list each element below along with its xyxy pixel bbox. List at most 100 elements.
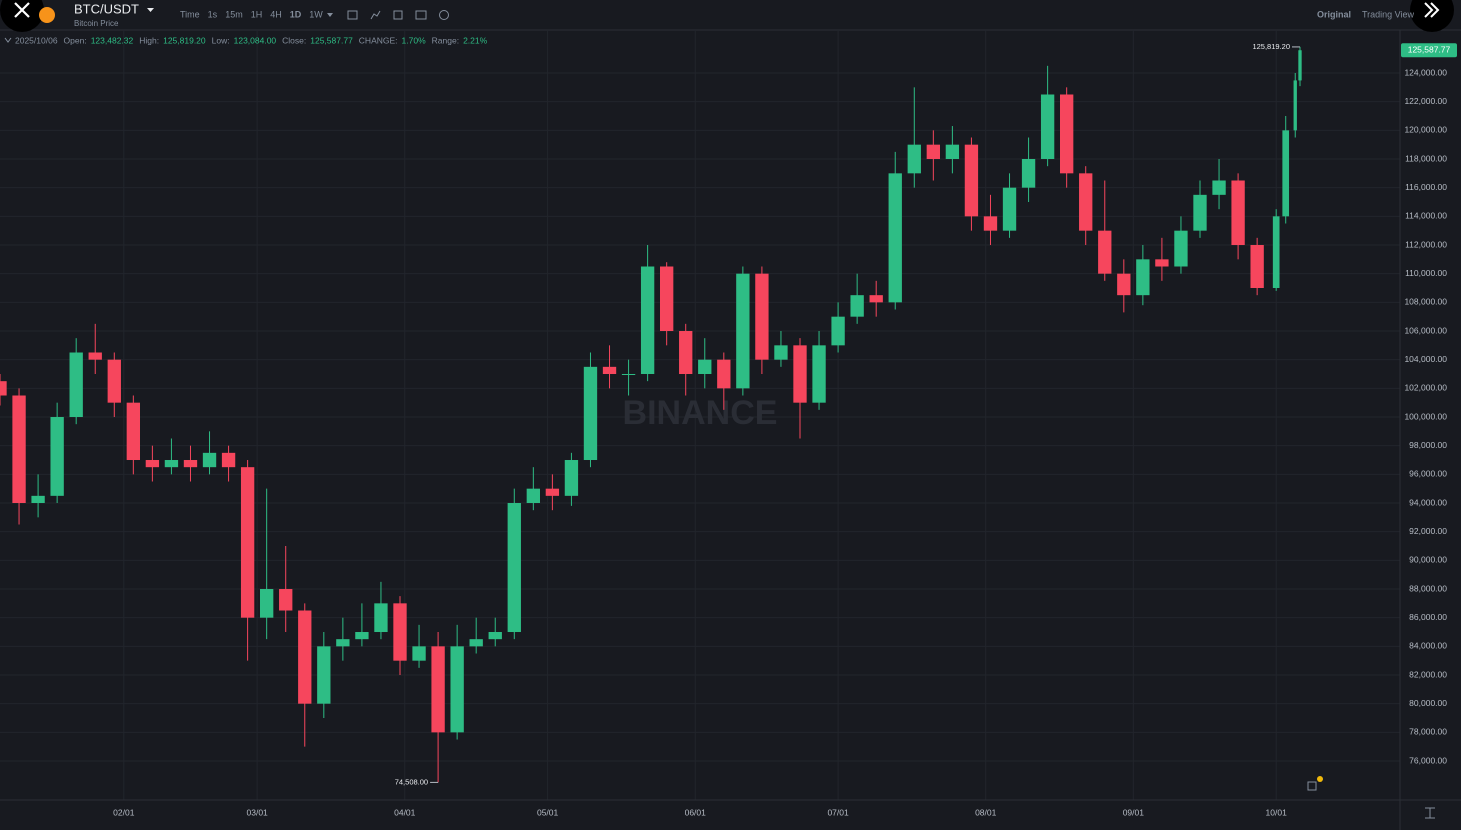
close-icon [14, 2, 30, 18]
candle-body [1079, 173, 1093, 231]
interval-button[interactable]: 15m [225, 9, 243, 19]
candle-body [145, 460, 160, 468]
legend-label: Range: [432, 35, 459, 45]
y-tick-label: 96,000.00 [1409, 469, 1447, 479]
extreme-label: 125,819.20 [1252, 42, 1290, 51]
candle-body [945, 144, 960, 160]
legend-label: CHANGE: [359, 35, 398, 45]
candle-body [1098, 230, 1112, 274]
y-tick-label: 86,000.00 [1409, 612, 1447, 622]
legend-label: Low: [212, 35, 230, 45]
y-tick-label: 122,000.00 [1404, 96, 1447, 106]
candle-body [12, 395, 26, 504]
candle-body [793, 345, 807, 403]
candle-body [907, 144, 921, 174]
x-tick-label: 08/01 [975, 807, 997, 817]
chart-type-icon[interactable] [393, 10, 403, 20]
y-tick-label: 80,000.00 [1409, 698, 1447, 708]
interval-button[interactable]: 1s [208, 9, 218, 19]
candle-body [107, 359, 121, 403]
y-tick-label: 98,000.00 [1409, 440, 1447, 450]
x-tick-label: 03/01 [247, 807, 269, 817]
legend-toggle[interactable] [4, 37, 12, 43]
legend-value: 123,084.00 [234, 35, 277, 45]
y-tick-label: 78,000.00 [1409, 727, 1447, 737]
view-original[interactable]: Original [1317, 9, 1351, 19]
interval-button[interactable]: 4H [270, 9, 282, 19]
y-tick-label: 104,000.00 [1404, 354, 1447, 364]
candle-body [374, 603, 388, 633]
symbol[interactable]: BTC/USDT [74, 1, 139, 16]
extreme-label: 74,508.00 [395, 777, 428, 786]
candle-body [964, 144, 979, 217]
candle-body [774, 345, 788, 360]
event-dot [1317, 776, 1323, 782]
x-tick-label: 05/01 [537, 807, 559, 817]
y-tick-label: 100,000.00 [1404, 411, 1447, 421]
candle-body [1117, 273, 1131, 296]
event-icon[interactable] [1307, 781, 1317, 791]
candle-body [926, 144, 940, 160]
candle-body [412, 646, 426, 661]
candle-body [526, 488, 540, 504]
layout-icon[interactable] [415, 10, 427, 20]
x-tick-label: 06/01 [685, 807, 707, 817]
legend-value: 1.70% [402, 35, 427, 45]
legend-value: 123,482.32 [91, 35, 134, 45]
y-tick-label: 90,000.00 [1409, 555, 1447, 565]
y-tick-label: 94,000.00 [1409, 497, 1447, 507]
expand-icon [1424, 2, 1440, 18]
view-tradingview[interactable]: Trading View [1362, 9, 1415, 19]
candle-body [221, 452, 236, 468]
y-tick-label: 110,000.00 [1405, 268, 1447, 278]
candle-body [355, 632, 369, 640]
candle-body [0, 381, 7, 396]
candle-body [126, 402, 140, 461]
legend-label: High: [139, 35, 159, 45]
y-tick-label: 108,000.00 [1404, 297, 1447, 307]
interval-button[interactable]: Time [180, 9, 200, 19]
axis-reset-icon[interactable] [1425, 807, 1435, 819]
y-tick-label: 124,000.00 [1404, 67, 1447, 77]
interval-button[interactable]: 1H [251, 9, 263, 19]
candle-body [1174, 230, 1188, 267]
candle-body [260, 589, 274, 618]
close-button[interactable] [0, 0, 44, 32]
candle-body [602, 366, 617, 375]
more-intervals[interactable] [327, 13, 333, 17]
last-price-label: 125,587.77 [1408, 44, 1451, 54]
candle-body [1298, 50, 1302, 81]
candle-body [1272, 216, 1280, 289]
indicator-icon[interactable] [370, 10, 381, 20]
candle-body [240, 467, 255, 618]
y-tick-label: 76,000.00 [1409, 755, 1447, 765]
candle-body [507, 503, 521, 633]
candle-body [1002, 187, 1017, 231]
x-tick-label: 09/01 [1123, 807, 1145, 817]
candle-body [469, 639, 483, 647]
candle-body [1021, 159, 1036, 188]
candle-body [1250, 245, 1264, 289]
interval-button[interactable]: 1D [290, 9, 302, 19]
candle-body [50, 417, 64, 496]
interval-button[interactable]: 1W [309, 9, 323, 19]
calendar-icon[interactable] [347, 10, 358, 20]
y-tick-label: 120,000.00 [1404, 125, 1447, 135]
candle-body [1060, 94, 1074, 174]
settings-icon[interactable] [439, 10, 449, 20]
candle-body [450, 646, 464, 733]
candle-body [1293, 80, 1297, 131]
last-price-tag [1401, 43, 1457, 58]
candle-body [812, 345, 826, 403]
candle-body [717, 359, 731, 389]
candle-body [564, 460, 579, 496]
candle-body [545, 488, 560, 496]
candle-body [983, 216, 998, 231]
candle-body [736, 273, 750, 389]
legend-value: 125,587.77 [310, 35, 353, 45]
grid [0, 30, 1400, 800]
candle-body [488, 632, 502, 640]
candle-body [698, 359, 712, 375]
